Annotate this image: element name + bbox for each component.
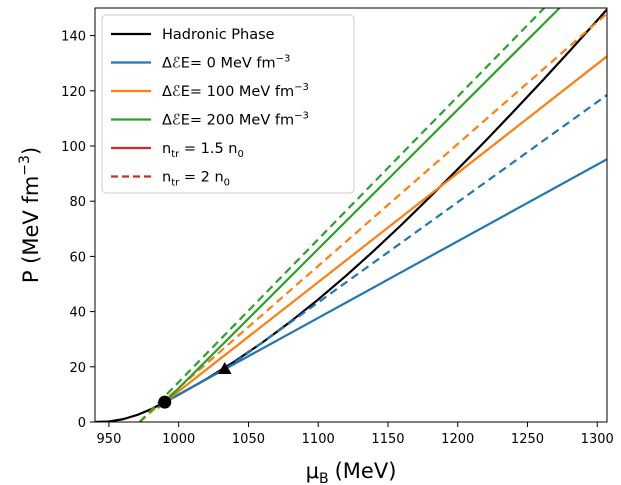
transition-marker-circle [158,395,172,409]
y-tick-label: 60 [69,250,86,265]
marker-layer [158,362,232,409]
y-tick-label: 80 [69,195,86,210]
series-line-de0_ntr15 [164,158,607,404]
y-axis-title-main: P (MeV fm [19,176,43,283]
legend-label: ntr = 1.5 n0 [162,141,244,160]
legend: Hadronic Phase ΔℰE= 0 MeV fm−3 ΔℰE= 100 Me… [101,14,355,194]
y-tick-label: 140 [61,30,86,45]
y-axis-title: P (MeV fm−3) [17,147,43,283]
y-tick-label: 120 [61,85,86,100]
x-tick-label: 1000 [162,432,195,447]
x-tick-label: 950 [97,432,122,447]
legend-label: ΔℰE= 100 MeV fm−3 [162,82,309,100]
legend-label: ntr = 2 n0 [162,170,230,189]
y-axis-title-close: ) [19,147,43,155]
x-tick-label: 1050 [232,432,265,447]
x-tick-label: 1250 [511,432,544,447]
series-line-de100_ntr15 [164,55,607,403]
plot-frame [94,7,608,423]
x-tick-label: 1100 [302,432,335,447]
x-axis-title-unit: (MeV) [335,459,397,483]
y-tick-label: 0 [78,416,86,431]
y-axis-ticks: 0 20 40 60 80 100 120 140 [61,30,95,431]
x-axis-ticks: 950 1000 1050 1100 1150 1200 1250 1300 [97,422,614,447]
x-tick-label: 1200 [441,432,474,447]
y-tick-label: 20 [69,361,86,376]
series-line-hadronic [95,8,607,422]
x-axis-title: μB (MeV) [306,459,397,485]
legend-label: ΔℰE= 200 MeV fm−3 [162,111,309,129]
x-tick-label: 1150 [371,432,404,447]
transition-marker-triangle [217,362,232,375]
x-tick-label: 1300 [581,432,614,447]
series-line-de200_ntr2 [138,8,546,422]
y-tick-label: 100 [61,140,86,155]
y-axis-title-superscript: −3 [17,155,33,176]
x-axis-title-symbol: μ [306,459,319,483]
legend-label: ΔℰE= 0 MeV fm−3 [162,54,290,72]
legend-label: Hadronic Phase [162,27,275,43]
series-line-de0_ntr2 [224,94,607,371]
y-tick-label: 40 [69,306,86,321]
legend-frame [101,14,355,194]
x-axis-title-subscript: B [319,471,329,485]
